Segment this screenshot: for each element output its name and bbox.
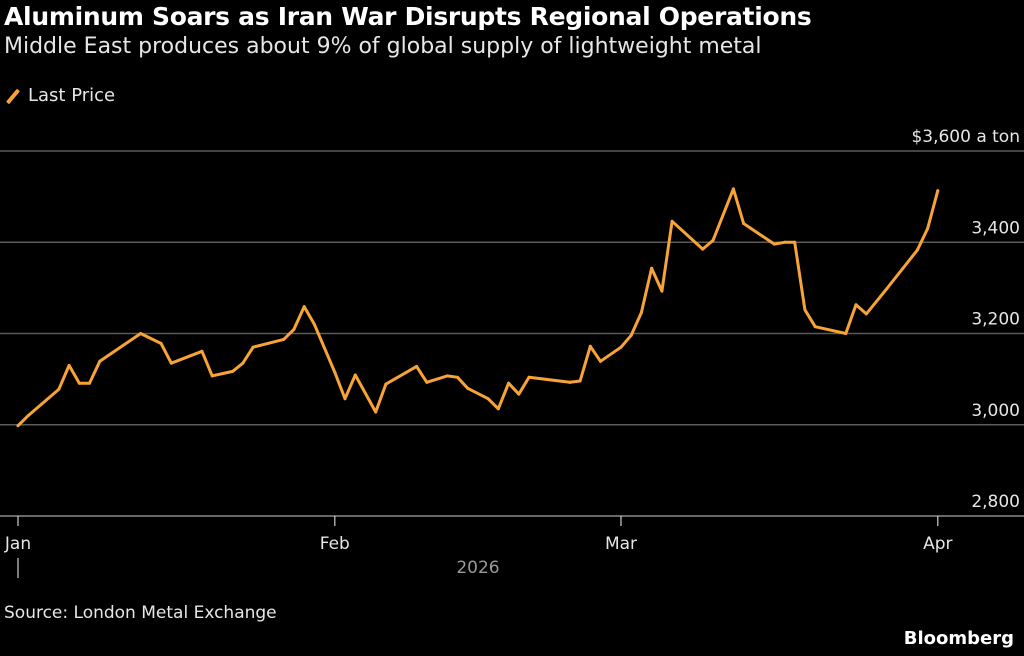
- y-tick-label: $3,600 a ton: [911, 127, 1020, 147]
- data-point: [98, 359, 102, 363]
- data-point: [302, 305, 306, 309]
- data-point: [159, 342, 163, 346]
- data-point: [619, 345, 623, 349]
- y-tick-label: 3,400: [971, 218, 1020, 238]
- data-point: [527, 375, 531, 379]
- data-point: [588, 344, 592, 348]
- data-point: [711, 238, 715, 242]
- data-point: [343, 397, 347, 401]
- data-point: [783, 240, 786, 244]
- data-point: [496, 407, 500, 411]
- x-tick-label: Apr: [923, 534, 952, 554]
- legend-label: Last Price: [28, 85, 116, 106]
- data-point: [568, 380, 572, 384]
- x-tick-label: Mar: [605, 534, 637, 554]
- data-point: [292, 327, 296, 331]
- data-point: [813, 325, 817, 329]
- data-point: [578, 379, 582, 383]
- data-point: [241, 361, 245, 365]
- data-point: [16, 424, 20, 428]
- legend: Last Price: [6, 85, 115, 106]
- data-point: [701, 247, 705, 251]
- data-point: [384, 382, 388, 386]
- data-point: [517, 392, 521, 396]
- y-tick-label: 3,000: [971, 401, 1020, 421]
- data-point: [282, 337, 286, 341]
- data-point: [936, 189, 940, 193]
- data-point: [88, 381, 92, 385]
- chart-subtitle: Middle East produces about 9% of global …: [4, 34, 762, 59]
- data-point: [599, 359, 603, 363]
- data-point: [844, 332, 848, 335]
- data-point: [231, 369, 235, 373]
- data-point: [793, 240, 797, 244]
- data-point: [200, 349, 204, 353]
- data-point: [415, 364, 419, 368]
- data-point: [915, 248, 919, 252]
- data-point: [169, 361, 173, 365]
- data-point: [57, 387, 61, 391]
- data-point: [67, 363, 71, 367]
- data-point: [864, 312, 868, 316]
- data-point: [333, 370, 337, 374]
- series-line-last-price: [16, 187, 940, 428]
- data-point: [731, 187, 735, 191]
- data-point: [926, 227, 930, 231]
- data-point: [374, 410, 378, 414]
- chart-title: Aluminum Soars as Iran War Disrupts Regi…: [4, 2, 812, 31]
- data-point: [312, 322, 316, 326]
- x-tick-label: Jan: [4, 534, 31, 554]
- data-point: [26, 414, 30, 418]
- data-point: [639, 311, 643, 315]
- data-point: [251, 345, 255, 349]
- data-point: [854, 303, 858, 307]
- source-note: Source: London Metal Exchange: [4, 603, 277, 623]
- data-point: [77, 381, 81, 385]
- x-year-label: 2026: [456, 558, 499, 578]
- data-point: [742, 222, 746, 226]
- data-point: [353, 373, 357, 377]
- data-point: [425, 380, 429, 384]
- data-point: [455, 375, 459, 379]
- data-point: [139, 332, 143, 335]
- bloomberg-logo: Bloomberg: [903, 628, 1014, 649]
- data-point: [650, 266, 654, 270]
- data-point: [660, 289, 664, 293]
- data-point: [210, 374, 214, 378]
- y-tick-label: 3,200: [971, 310, 1020, 330]
- data-point: [507, 381, 511, 385]
- data-point: [486, 397, 490, 401]
- y-tick-label: 2,800: [971, 492, 1020, 512]
- data-point: [466, 386, 470, 390]
- data-point: [772, 242, 776, 246]
- data-point: [629, 333, 633, 337]
- data-point: [445, 374, 449, 378]
- data-point: [803, 308, 807, 312]
- x-tick-label: Feb: [320, 534, 350, 554]
- data-point: [885, 287, 889, 291]
- data-point: [670, 219, 674, 223]
